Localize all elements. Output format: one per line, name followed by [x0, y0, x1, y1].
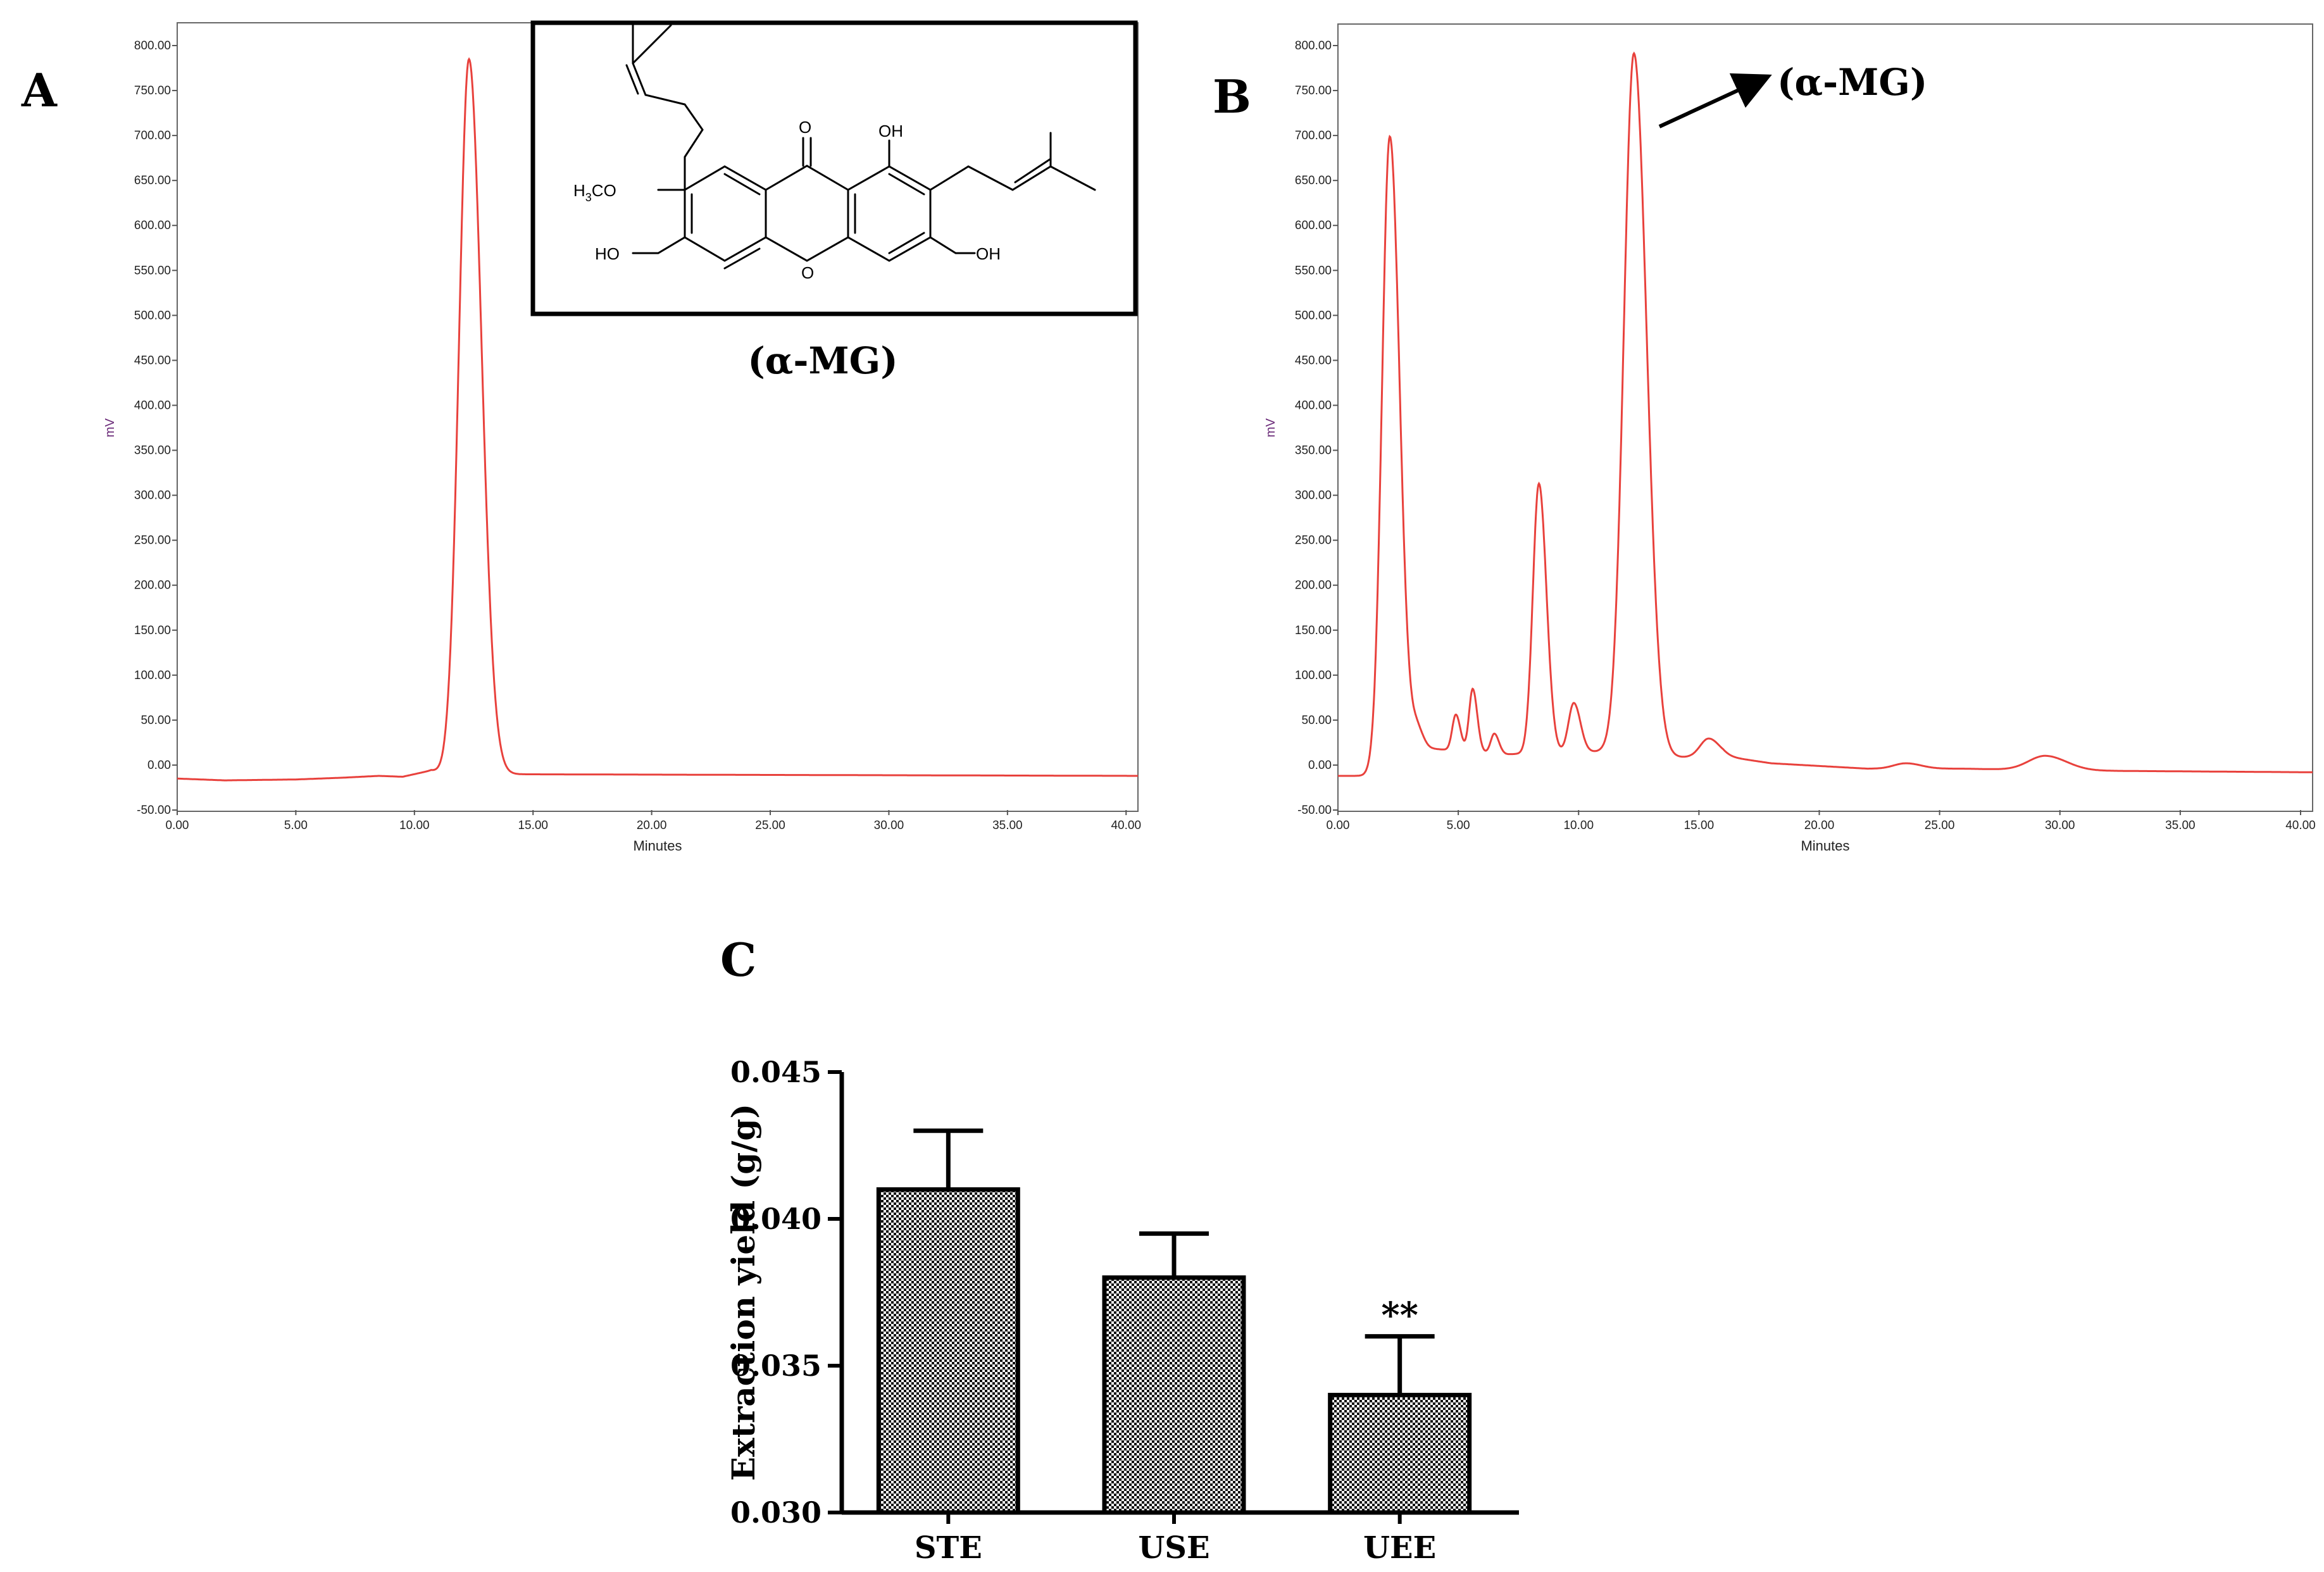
molecule-bonds: [625, 21, 1096, 270]
bar-y-tick-label: 0.045: [730, 1055, 822, 1089]
y-tick-label: -50.00: [137, 804, 171, 817]
y-tick-label: 300.00: [134, 489, 171, 502]
bar-category-label: STE: [915, 1530, 982, 1566]
x-tick-label: 30.00: [874, 819, 904, 832]
y-tick-label: 50.00: [1301, 714, 1332, 727]
y-tick-label: 400.00: [1295, 399, 1332, 412]
y-tick-label: 150.00: [134, 624, 171, 637]
y-tick-label: 550.00: [1295, 264, 1332, 277]
ring-o-label: O: [801, 263, 814, 282]
bar-category-label: UEE: [1363, 1530, 1436, 1566]
x-axis-label-a: Minutes: [633, 838, 682, 854]
y-tick-label: 200.00: [134, 579, 171, 592]
x-axis-label-b: Minutes: [1801, 838, 1849, 854]
oh-right-label: OH: [976, 244, 1001, 263]
x-tick-label: 20.00: [637, 819, 667, 832]
bar-uee: [1328, 1392, 1472, 1515]
y-tick-label: 450.00: [134, 354, 171, 367]
chromatogram-b: -50.00 0.00 50.00 100.00 150.00 200.00 250.00 3…: [1264, 23, 2316, 854]
y-axis-b: -50.00 0.00 50.00 100.00 150.00 200.00 250.00 3…: [1295, 39, 1338, 817]
plot-frame: [1337, 23, 2313, 812]
y-tick-label: 200.00: [1295, 579, 1332, 592]
y-tick-label: 250.00: [134, 534, 171, 547]
y-tick-label: 750.00: [134, 84, 171, 97]
bar-category-label: USE: [1138, 1530, 1209, 1566]
y-tick-label: 400.00: [134, 399, 171, 412]
alpha-mg-arrow: [1658, 73, 1772, 128]
carbonyl-o: O: [799, 118, 811, 137]
y-tick-label: 0.00: [147, 759, 171, 772]
chromatogram-a: -50.00 0.00 50.00 100.00 150.00 200.00 250.00 3…: [103, 22, 1141, 854]
bar-use: [1102, 1275, 1246, 1515]
y-tick-label: 300.00: [1295, 489, 1332, 502]
x-tick-label: 0.00: [166, 819, 189, 832]
y-tick-label: 750.00: [1295, 84, 1332, 97]
y-tick-label: 550.00: [134, 264, 171, 277]
y-axis-label-b: mV: [1264, 418, 1278, 437]
x-tick-label: 15.00: [518, 819, 548, 832]
significance-mark: **: [1381, 1295, 1418, 1337]
y-tick-label: -50.00: [1297, 804, 1332, 817]
bar-chart-c: 0.030 0.035 0.040 0.045 Extraction yield (g/…: [725, 1055, 1519, 1566]
bar-y-tick-label: 0.035: [730, 1349, 822, 1383]
y-tick-label: 600.00: [134, 219, 171, 232]
bar-y-axis-label: Extraction yield (g/g): [725, 1104, 762, 1481]
x-tick-label: 5.00: [1447, 819, 1470, 832]
y-axis-a: -50.00 0.00 50.00 100.00 150.00 200.00 250.00 3…: [134, 39, 177, 817]
y-tick-label: 500.00: [134, 309, 171, 322]
x-tick-label: 10.00: [399, 819, 430, 832]
x-tick-label: 35.00: [2165, 819, 2196, 832]
y-tick-label: 650.00: [134, 174, 171, 187]
ho-left-label: HO: [595, 244, 620, 263]
x-tick-label: 5.00: [284, 819, 308, 832]
alpha-mg-arrow-label: (α-MG): [1777, 61, 1927, 104]
structure-caption: (α-MG): [747, 339, 897, 382]
oh-top-label: OH: [878, 122, 903, 140]
y-tick-label: 150.00: [1295, 624, 1332, 637]
structure-box: [530, 20, 1138, 316]
x-tick-label: 30.00: [2045, 819, 2075, 832]
structure-inset: O OH H3CO HO O OH (α-MG): [530, 20, 1138, 382]
y-tick-label: 350.00: [1295, 444, 1332, 458]
y-tick-label: 50.00: [141, 714, 171, 727]
y-tick-label: 700.00: [134, 129, 171, 142]
x-tick-label: 10.00: [1563, 819, 1594, 832]
y-tick-label: 100.00: [134, 669, 171, 682]
x-tick-label: 25.00: [1925, 819, 1955, 832]
y-tick-label: 0.00: [1308, 759, 1332, 772]
trace-a: [177, 57, 1138, 782]
panel-label-c: C: [720, 933, 756, 987]
bar-y-tick-label: 0.040: [730, 1202, 822, 1236]
bar-y-tick-label: 0.030: [730, 1495, 822, 1530]
y-tick-label: 500.00: [1295, 309, 1332, 322]
y-tick-label: 700.00: [1295, 129, 1332, 142]
panel-label-a: A: [21, 63, 58, 117]
x-axis-a: 0.00 5.00 10.00 15.00 20.00 25.00 30.00 35.00 40…: [166, 810, 1141, 832]
x-tick-label: 40.00: [1111, 819, 1141, 832]
bar-ste: [876, 1187, 1020, 1515]
h3co-label: H3CO: [573, 181, 616, 204]
x-tick-label: 20.00: [1804, 819, 1835, 832]
y-axis-label-a: mV: [103, 418, 117, 437]
x-tick-label: 15.00: [1684, 819, 1715, 832]
y-tick-label: 800.00: [1295, 39, 1332, 53]
y-tick-label: 800.00: [134, 39, 171, 53]
x-tick-label: 0.00: [1327, 819, 1350, 832]
y-tick-label: 100.00: [1295, 669, 1332, 682]
panel-label-b: B: [1213, 70, 1251, 123]
y-tick-label: 350.00: [134, 444, 171, 458]
y-tick-label: 250.00: [1295, 534, 1332, 547]
x-axis-b: 0.00 5.00 10.00 15.00 20.00 25.00 30.00 35.00 40…: [1327, 810, 2316, 832]
trace-b: [1338, 51, 2313, 777]
y-tick-label: 450.00: [1295, 354, 1332, 367]
x-tick-label: 35.00: [992, 819, 1023, 832]
y-tick-label: 650.00: [1295, 174, 1332, 187]
x-tick-label: 25.00: [755, 819, 785, 832]
x-tick-label: 40.00: [2285, 819, 2316, 832]
y-tick-label: 600.00: [1295, 219, 1332, 232]
